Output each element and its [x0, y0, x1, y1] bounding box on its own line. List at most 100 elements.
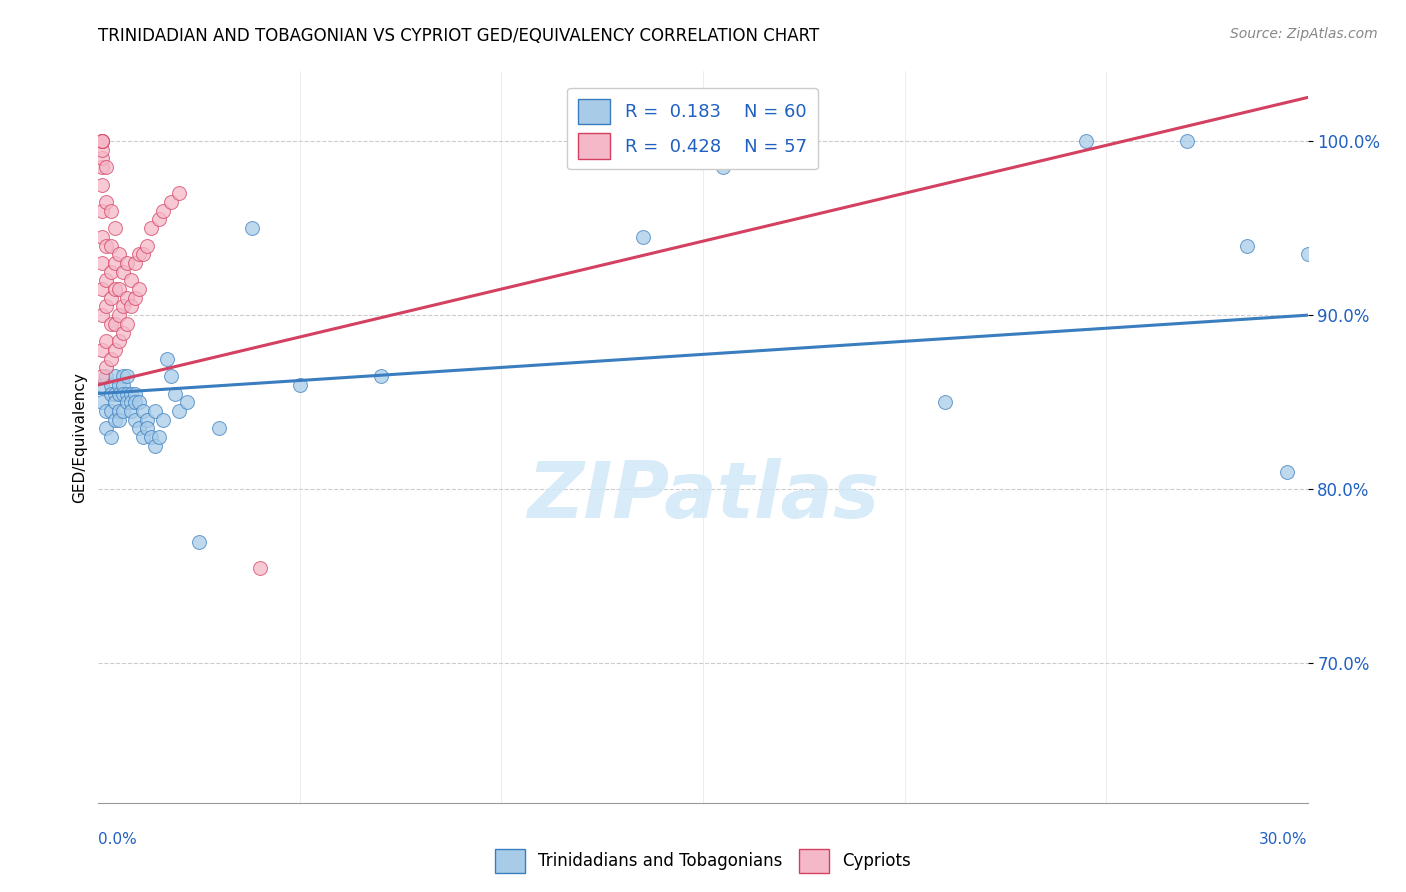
Point [160, 194, 183, 209]
Text: 30.0%: 30.0% [1260, 832, 1308, 847]
Point [167, 404, 190, 418]
Point [160, 369, 183, 384]
Point [103, 369, 125, 384]
Point [96, 404, 118, 418]
Point [103, 221, 125, 235]
Point [96, 238, 118, 252]
Point [100, 386, 122, 401]
Point [132, 430, 155, 444]
Point [240, 221, 263, 235]
Point [124, 291, 146, 305]
Point [96, 300, 118, 314]
Y-axis label: GED/Equivalency: GED/Equivalency [72, 372, 87, 502]
Point [91, 343, 114, 357]
Point [288, 377, 311, 392]
Point [100, 404, 122, 418]
Point [96, 421, 118, 435]
Point [167, 186, 190, 201]
Point [1277, 465, 1299, 479]
Point [139, 221, 162, 235]
Point [96, 160, 118, 174]
Point [107, 334, 129, 349]
Point [163, 386, 186, 401]
Point [711, 160, 734, 174]
Point [91, 134, 114, 148]
Text: TRINIDADIAN AND TOBAGONIAN VS CYPRIOT GED/EQUIVALENCY CORRELATION CHART: TRINIDADIAN AND TOBAGONIAN VS CYPRIOT GE… [98, 27, 820, 45]
Point [91, 282, 114, 296]
Point [103, 343, 125, 357]
Point [91, 229, 114, 244]
Point [107, 247, 129, 261]
Point [103, 395, 125, 409]
Point [111, 404, 134, 418]
Point [1175, 134, 1198, 148]
Point [115, 386, 138, 401]
Point [111, 326, 134, 340]
Point [1236, 238, 1258, 252]
Text: Source: ZipAtlas.com: Source: ZipAtlas.com [1230, 27, 1378, 41]
Point [156, 351, 179, 366]
Point [249, 560, 271, 574]
Point [91, 369, 114, 384]
Point [91, 203, 114, 218]
Point [96, 334, 118, 349]
Point [128, 395, 150, 409]
Point [91, 178, 114, 192]
Point [124, 256, 146, 270]
Point [103, 317, 125, 331]
Point [111, 369, 134, 384]
Point [100, 351, 122, 366]
Point [115, 317, 138, 331]
Point [128, 247, 150, 261]
Point [793, 152, 815, 166]
Point [107, 377, 129, 392]
Point [103, 282, 125, 296]
Point [100, 265, 122, 279]
Point [103, 256, 125, 270]
Point [135, 238, 157, 252]
Point [135, 421, 157, 435]
Point [176, 395, 198, 409]
Point [107, 412, 129, 426]
Point [96, 194, 118, 209]
Point [148, 212, 170, 227]
Point [111, 377, 134, 392]
Point [152, 412, 174, 426]
Point [96, 369, 118, 384]
Point [124, 395, 146, 409]
Text: ZIPatlas: ZIPatlas [527, 458, 879, 533]
Point [128, 421, 150, 435]
Point [103, 386, 125, 401]
Point [139, 430, 162, 444]
Point [100, 203, 122, 218]
Point [100, 317, 122, 331]
Point [100, 291, 122, 305]
Point [91, 134, 114, 148]
Point [96, 273, 118, 287]
Point [128, 282, 150, 296]
Point [135, 412, 157, 426]
Point [91, 256, 114, 270]
Point [91, 134, 114, 148]
Point [124, 386, 146, 401]
Point [188, 534, 211, 549]
Legend: Trinidadians and Tobagonians, Cypriots: Trinidadians and Tobagonians, Cypriots [488, 842, 918, 880]
Point [100, 377, 122, 392]
Point [934, 395, 956, 409]
Point [91, 395, 114, 409]
Point [111, 300, 134, 314]
Text: 0.0%: 0.0% [98, 832, 138, 847]
Point [143, 404, 166, 418]
Point [132, 247, 155, 261]
Point [120, 395, 142, 409]
Point [100, 238, 122, 252]
Point [100, 430, 122, 444]
Point [91, 134, 114, 148]
Point [115, 256, 138, 270]
Point [107, 282, 129, 296]
Point [132, 404, 155, 418]
Point [107, 404, 129, 418]
Point [91, 308, 114, 322]
Point [107, 308, 129, 322]
Point [115, 395, 138, 409]
